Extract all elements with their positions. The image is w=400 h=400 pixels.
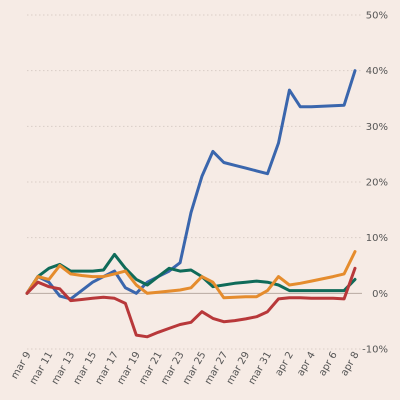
series-line-3	[25, 250, 357, 300]
x-tick-label: apr 6	[317, 350, 340, 378]
y-tick-label: 50%	[366, 11, 388, 22]
y-tick-label: -10%	[362, 345, 388, 356]
y-tick-label: 0%	[372, 289, 388, 300]
x-tick-label: apr 4	[295, 350, 318, 378]
x-tick-label: apr 2	[273, 350, 296, 378]
y-tick-label: 10%	[366, 233, 388, 244]
series-layer	[25, 69, 357, 339]
y-tick-label: 20%	[366, 178, 388, 189]
series-line-2	[25, 252, 357, 295]
y-axis-labels: -10% 0% 10% 20% 30% 40% 50%	[362, 11, 388, 356]
y-tick-label: 30%	[366, 122, 388, 133]
series-line-4	[25, 266, 357, 339]
x-tick-label: apr 8	[339, 350, 362, 378]
grid-layer	[27, 14, 362, 350]
y-tick-label: 40%	[366, 66, 388, 77]
series-line-1	[25, 69, 357, 301]
